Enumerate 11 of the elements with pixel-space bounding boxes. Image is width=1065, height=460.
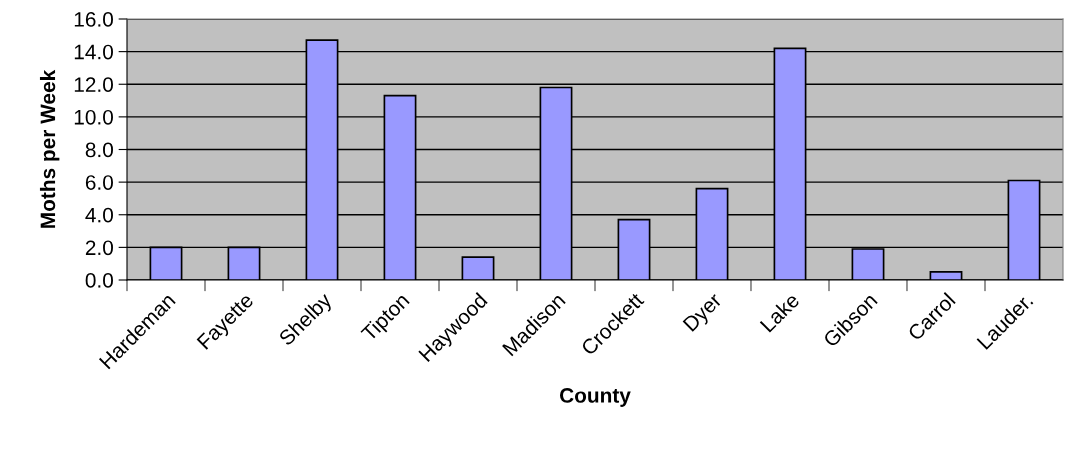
y-tick-label: 10.0	[74, 109, 113, 125]
y-tick-label: 2.0	[85, 240, 113, 256]
y-tick-label: 14.0	[74, 44, 113, 60]
y-tick-label: 16.0	[74, 12, 113, 27]
y-tick-label: 6.0	[85, 175, 113, 190]
y-tick-label: 0.0	[85, 273, 113, 288]
x-axis-title: County	[559, 388, 631, 407]
y-tick-label: 4.0	[85, 207, 113, 223]
y-axis-title: Moths per Week	[39, 69, 60, 228]
y-tick-label: 8.0	[85, 142, 113, 158]
y-tick-label: 12.0	[74, 77, 113, 92]
